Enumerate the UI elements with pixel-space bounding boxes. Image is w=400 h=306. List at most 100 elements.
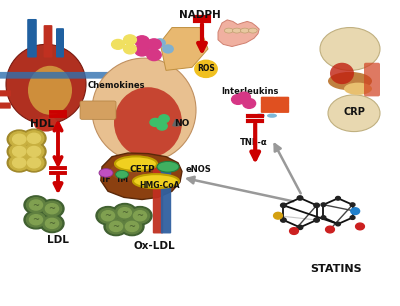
- Text: ROS: ROS: [197, 64, 215, 73]
- Ellipse shape: [328, 95, 380, 132]
- Circle shape: [243, 99, 256, 108]
- Circle shape: [150, 118, 160, 126]
- Text: TF: TF: [101, 174, 111, 184]
- Circle shape: [96, 207, 120, 225]
- FancyBboxPatch shape: [261, 97, 275, 105]
- Circle shape: [7, 154, 31, 172]
- FancyBboxPatch shape: [275, 104, 289, 113]
- Text: ~: ~: [32, 215, 40, 224]
- Text: Ox-LDL: Ox-LDL: [133, 241, 175, 251]
- Text: eNOS: eNOS: [186, 165, 212, 174]
- Circle shape: [135, 45, 149, 56]
- Text: HDL: HDL: [30, 119, 54, 129]
- Circle shape: [321, 203, 326, 207]
- Circle shape: [280, 203, 286, 207]
- Ellipse shape: [34, 116, 58, 132]
- Ellipse shape: [330, 63, 354, 84]
- FancyBboxPatch shape: [27, 19, 37, 58]
- Polygon shape: [218, 20, 259, 47]
- Circle shape: [163, 45, 173, 53]
- Circle shape: [124, 44, 136, 54]
- Ellipse shape: [232, 28, 241, 33]
- Circle shape: [350, 203, 355, 207]
- Ellipse shape: [248, 28, 257, 33]
- Text: NO: NO: [174, 119, 189, 129]
- Circle shape: [274, 212, 282, 219]
- Circle shape: [195, 60, 217, 77]
- Text: LDL: LDL: [47, 235, 69, 245]
- FancyBboxPatch shape: [153, 166, 163, 233]
- Circle shape: [30, 215, 43, 225]
- Ellipse shape: [224, 28, 233, 33]
- Text: ~: ~: [121, 208, 128, 217]
- Circle shape: [109, 222, 122, 231]
- Ellipse shape: [328, 72, 372, 90]
- Circle shape: [7, 142, 31, 161]
- FancyBboxPatch shape: [261, 104, 275, 113]
- Circle shape: [46, 218, 59, 228]
- FancyBboxPatch shape: [275, 97, 289, 105]
- Text: ~: ~: [104, 211, 112, 220]
- FancyBboxPatch shape: [364, 63, 380, 96]
- Circle shape: [351, 208, 360, 215]
- Circle shape: [24, 144, 44, 159]
- Circle shape: [7, 130, 31, 148]
- Circle shape: [135, 36, 149, 47]
- Circle shape: [118, 207, 131, 218]
- Circle shape: [26, 198, 46, 212]
- Circle shape: [9, 132, 29, 147]
- Text: ~: ~: [48, 204, 56, 213]
- FancyBboxPatch shape: [0, 72, 111, 79]
- Circle shape: [122, 219, 142, 234]
- Circle shape: [147, 39, 161, 50]
- Circle shape: [290, 228, 298, 234]
- Ellipse shape: [115, 156, 157, 171]
- Circle shape: [27, 147, 41, 157]
- Ellipse shape: [267, 114, 277, 118]
- Circle shape: [24, 196, 48, 214]
- Circle shape: [115, 205, 134, 220]
- Text: ~: ~: [112, 222, 120, 231]
- Circle shape: [24, 211, 48, 229]
- Text: CETP: CETP: [129, 165, 155, 174]
- Text: CRP: CRP: [343, 107, 365, 117]
- Ellipse shape: [240, 28, 249, 33]
- Circle shape: [42, 216, 62, 231]
- Circle shape: [27, 133, 41, 143]
- FancyBboxPatch shape: [44, 25, 52, 58]
- Text: NADPH: NADPH: [179, 10, 221, 20]
- Text: TM: TM: [116, 174, 128, 184]
- Circle shape: [356, 223, 364, 230]
- Circle shape: [12, 147, 26, 157]
- Ellipse shape: [157, 162, 179, 172]
- Ellipse shape: [133, 174, 179, 188]
- Polygon shape: [160, 28, 208, 70]
- Circle shape: [42, 201, 62, 216]
- Ellipse shape: [114, 87, 182, 158]
- Polygon shape: [101, 153, 182, 200]
- Text: Interleukins: Interleukins: [221, 87, 279, 96]
- Circle shape: [27, 158, 41, 168]
- FancyBboxPatch shape: [0, 103, 11, 109]
- Circle shape: [297, 196, 303, 200]
- Ellipse shape: [116, 170, 128, 178]
- Circle shape: [232, 95, 244, 104]
- Circle shape: [30, 200, 43, 210]
- Circle shape: [157, 122, 167, 130]
- Circle shape: [120, 217, 144, 236]
- Circle shape: [147, 45, 157, 53]
- Circle shape: [104, 217, 128, 236]
- Text: STATINS: STATINS: [310, 264, 362, 274]
- Circle shape: [102, 211, 115, 221]
- Text: HMG-CoA: HMG-CoA: [140, 181, 180, 190]
- FancyBboxPatch shape: [161, 166, 171, 233]
- Circle shape: [128, 207, 152, 225]
- Circle shape: [336, 196, 340, 200]
- Text: ~: ~: [32, 200, 40, 210]
- Circle shape: [22, 142, 46, 161]
- Circle shape: [321, 216, 326, 219]
- Text: ~: ~: [128, 222, 136, 231]
- Ellipse shape: [6, 44, 86, 124]
- Circle shape: [12, 158, 26, 168]
- Circle shape: [106, 219, 126, 234]
